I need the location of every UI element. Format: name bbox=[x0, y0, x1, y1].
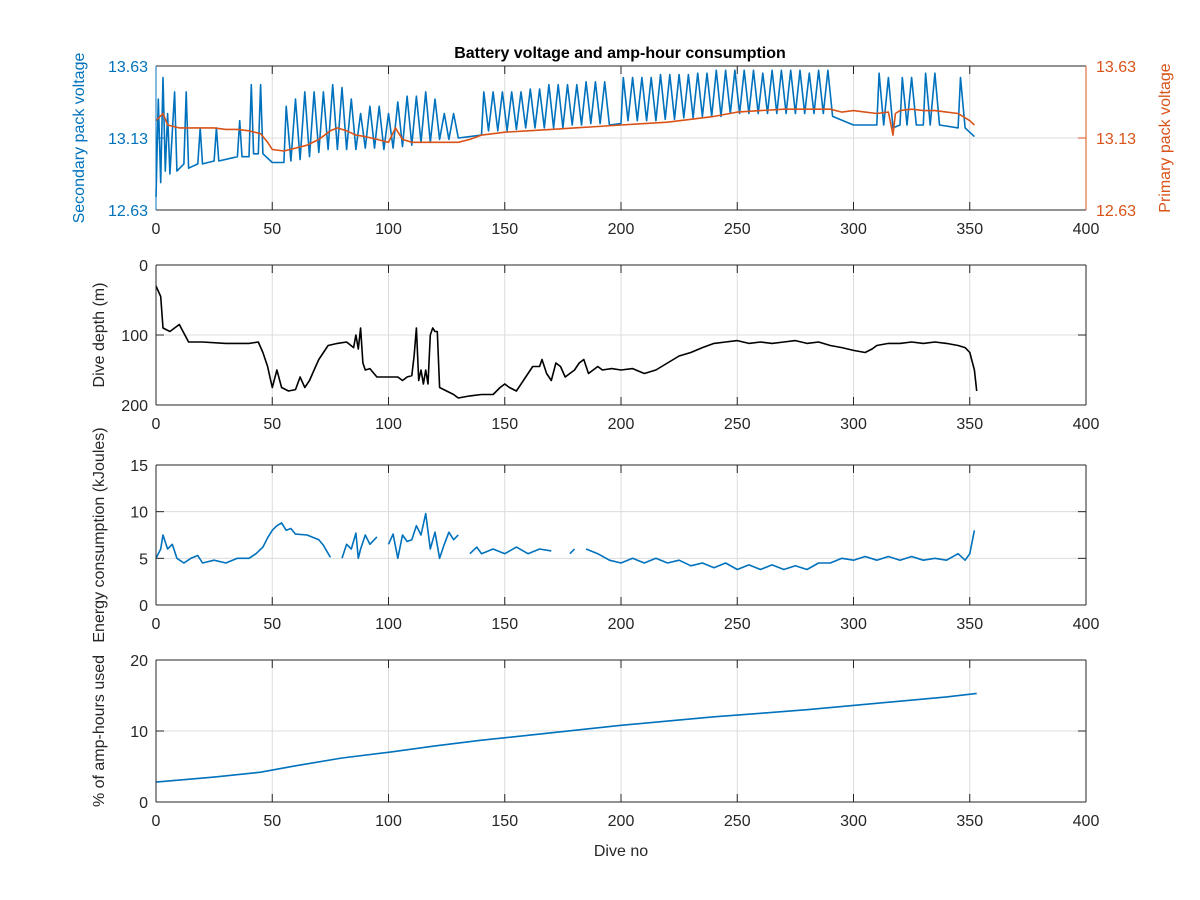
y-tick-label: 5 bbox=[139, 551, 148, 568]
y-axis-label: Energy consumption (kJoules) bbox=[91, 427, 108, 642]
y-axis-label: % of amp-hours used bbox=[91, 655, 108, 807]
y-tick-label: 12.63 bbox=[108, 203, 148, 220]
x-tick-label: 300 bbox=[840, 416, 867, 433]
panel-4: 0 50 100 150 200 250 300 350 400 0 10 20 % of amp-ho… bbox=[91, 653, 1099, 860]
x-tick-label: 0 bbox=[152, 416, 161, 433]
y-axis-label: Secondary pack voltage bbox=[71, 53, 88, 224]
series-line-1 bbox=[155, 285, 978, 399]
x-tick-label: 100 bbox=[375, 416, 402, 433]
panel-1: 0 50 100 150 200 250 300 350 40012.6313.1313.631… bbox=[71, 53, 1174, 238]
x-tick-label: 350 bbox=[956, 221, 983, 238]
x-tick-label: 50 bbox=[263, 813, 281, 830]
y-tick-label: 13.63 bbox=[108, 59, 148, 76]
x-tick-label: 150 bbox=[491, 616, 518, 633]
x-tick-label: 150 bbox=[491, 221, 518, 238]
chart-title: Battery voltage and amp-hour consumption bbox=[454, 45, 786, 62]
x-tick-label: 200 bbox=[608, 813, 635, 830]
y-tick-label: 13.13 bbox=[108, 131, 148, 148]
x-tick-label: 100 bbox=[375, 813, 402, 830]
panel-3: 0 50 100 150 200 250 300 350 400 0 5 10 15 Energy con… bbox=[91, 427, 1099, 642]
x-tick-label: 50 bbox=[263, 416, 281, 433]
y-axis-label: Dive depth (m) bbox=[91, 283, 108, 388]
x-tick-label: 300 bbox=[840, 221, 867, 238]
x-tick-label: 400 bbox=[1073, 813, 1100, 830]
x-tick-label: 100 bbox=[375, 221, 402, 238]
x-tick-label: 350 bbox=[956, 416, 983, 433]
x-tick-label: 400 bbox=[1073, 221, 1100, 238]
y-tick-label: 20 bbox=[130, 653, 148, 670]
series-line-1 bbox=[155, 692, 977, 783]
y-tick-label: 10 bbox=[130, 505, 148, 522]
x-tick-label: 200 bbox=[608, 221, 635, 238]
y-tick-label: 0 bbox=[139, 598, 148, 615]
x-tick-label: 50 bbox=[263, 616, 281, 633]
x-tick-label: 200 bbox=[608, 416, 635, 433]
y-tick-label: 0 bbox=[139, 258, 148, 275]
x-tick-label: 150 bbox=[491, 813, 518, 830]
series-line-2 bbox=[155, 108, 975, 152]
y-right-tick-label: 13.13 bbox=[1096, 131, 1136, 148]
x-tick-label: 350 bbox=[956, 616, 983, 633]
y-tick-label: 200 bbox=[121, 398, 148, 415]
x-axis-label: Dive no bbox=[594, 843, 648, 860]
series-line-1 bbox=[155, 512, 976, 571]
x-tick-label: 250 bbox=[724, 416, 751, 433]
x-tick-label: 100 bbox=[375, 616, 402, 633]
y-tick-label: 100 bbox=[121, 328, 148, 345]
x-tick-label: 150 bbox=[491, 416, 518, 433]
y-right-tick-label: 12.63 bbox=[1096, 203, 1136, 220]
x-tick-label: 250 bbox=[724, 616, 751, 633]
y-tick-label: 0 bbox=[139, 795, 148, 812]
y-right-axis-label: Primary pack voltage bbox=[1157, 63, 1174, 212]
x-tick-label: 350 bbox=[956, 813, 983, 830]
x-tick-label: 0 bbox=[152, 813, 161, 830]
y-tick-label: 10 bbox=[130, 724, 148, 741]
x-tick-label: 250 bbox=[724, 221, 751, 238]
x-tick-label: 200 bbox=[608, 616, 635, 633]
x-tick-label: 0 bbox=[152, 221, 161, 238]
series-line-1 bbox=[155, 69, 975, 198]
x-tick-label: 400 bbox=[1073, 416, 1100, 433]
x-tick-label: 300 bbox=[840, 616, 867, 633]
panel-2: 0 50 100 150 200 250 300 350 400 0 100 200 Dive dept… bbox=[91, 258, 1099, 433]
x-tick-label: 400 bbox=[1073, 616, 1100, 633]
x-tick-label: 250 bbox=[724, 813, 751, 830]
y-tick-label: 15 bbox=[130, 458, 148, 475]
x-tick-label: 50 bbox=[263, 221, 281, 238]
x-tick-label: 300 bbox=[840, 813, 867, 830]
panels: 0 50 100 150 200 250 300 350 40012.6313.1313.631… bbox=[71, 53, 1174, 860]
y-right-tick-label: 13.63 bbox=[1096, 59, 1136, 76]
x-tick-label: 0 bbox=[152, 616, 161, 633]
